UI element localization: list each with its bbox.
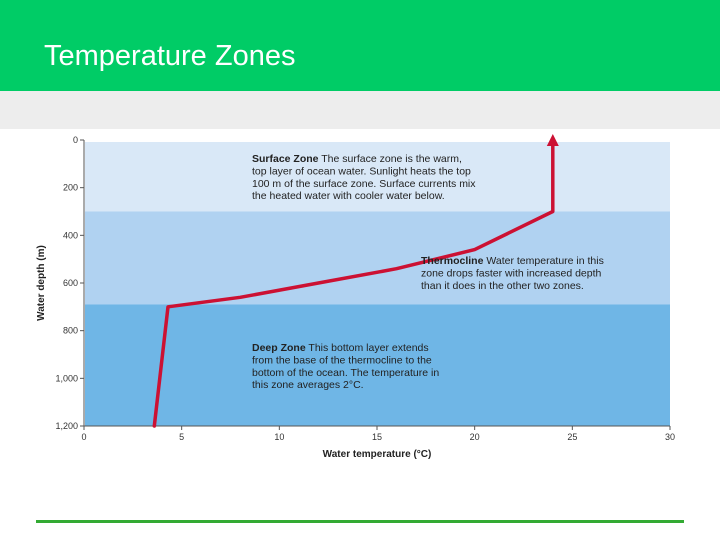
temperature-profile-line	[152, 138, 555, 428]
x-tick-label: 20	[470, 432, 480, 442]
annotation-line: this zone averages 2°C.	[252, 379, 364, 391]
y-tick-label: 1,000	[55, 373, 78, 383]
y-tick-label: 200	[63, 183, 78, 193]
zone-annotation-2: Deep Zone This bottom layer extendsfrom …	[252, 342, 439, 391]
surface-arrowhead	[546, 134, 559, 146]
zone-annotations: Surface Zone The surface zone is the war…	[252, 153, 604, 391]
y-tick-label: 800	[63, 326, 78, 336]
annotation-text: The surface zone is the warm,	[319, 153, 462, 165]
axis-ticks: 0 5 10 15 20 25 30 0 200 400 600 800 1,000 1,200	[55, 135, 675, 442]
y-tick-label: 600	[63, 278, 78, 288]
y-tick-label: 0	[73, 135, 78, 145]
zone-bands	[85, 142, 670, 426]
annotation-text: Water temperature in this	[483, 255, 603, 267]
zone-band-1	[85, 211, 670, 305]
annotation-line: top layer of ocean water. Sunlight heats…	[252, 165, 471, 177]
annotation-line: 100 m of the surface zone. Surface curre…	[252, 178, 476, 190]
annotation-text: This bottom layer extends	[306, 342, 429, 354]
zone-band-0	[85, 142, 670, 212]
y-tick-label: 400	[63, 230, 78, 240]
x-tick-label: 5	[179, 432, 184, 442]
annotation-line: bottom of the ocean. The temperature in	[252, 367, 439, 379]
x-axis-title: Water temperature (°C)	[323, 449, 432, 460]
y-tick-label: 1,200	[55, 421, 78, 431]
slide-title: Temperature Zones	[44, 40, 296, 72]
annotation-heading: Deep Zone	[252, 342, 306, 354]
annotation-heading: Surface Zone	[252, 153, 319, 165]
annotation-line: Thermocline Water temperature in this	[421, 255, 604, 267]
zone-band-2	[85, 304, 670, 426]
annotation-line: Surface Zone The surface zone is the war…	[252, 153, 462, 165]
x-tick-label: 30	[665, 432, 675, 442]
x-tick-label: 0	[81, 432, 86, 442]
annotation-line: zone drops faster with increased depth	[421, 267, 602, 279]
x-tick-label: 15	[372, 432, 382, 442]
y-axis-title: Water depth (m)	[36, 245, 47, 321]
annotation-heading: Thermocline	[421, 255, 484, 267]
x-tick-label: 25	[567, 432, 577, 442]
temperature-profile	[152, 134, 559, 428]
annotation-line: the heated water with cooler water below…	[252, 190, 445, 202]
x-tick-label: 10	[274, 432, 284, 442]
footer-divider	[36, 520, 684, 523]
figure-top-margin	[0, 91, 720, 129]
title-bar: Temperature Zones	[0, 0, 720, 91]
zone-annotation-0: Surface Zone The surface zone is the war…	[252, 153, 476, 202]
annotation-line: than it does in the other two zones.	[421, 280, 584, 292]
annotation-line: from the base of the thermocline to the	[252, 354, 432, 366]
annotation-line: Deep Zone This bottom layer extends	[252, 342, 429, 354]
zone-annotation-1: Thermocline Water temperature in thiszon…	[421, 255, 604, 292]
